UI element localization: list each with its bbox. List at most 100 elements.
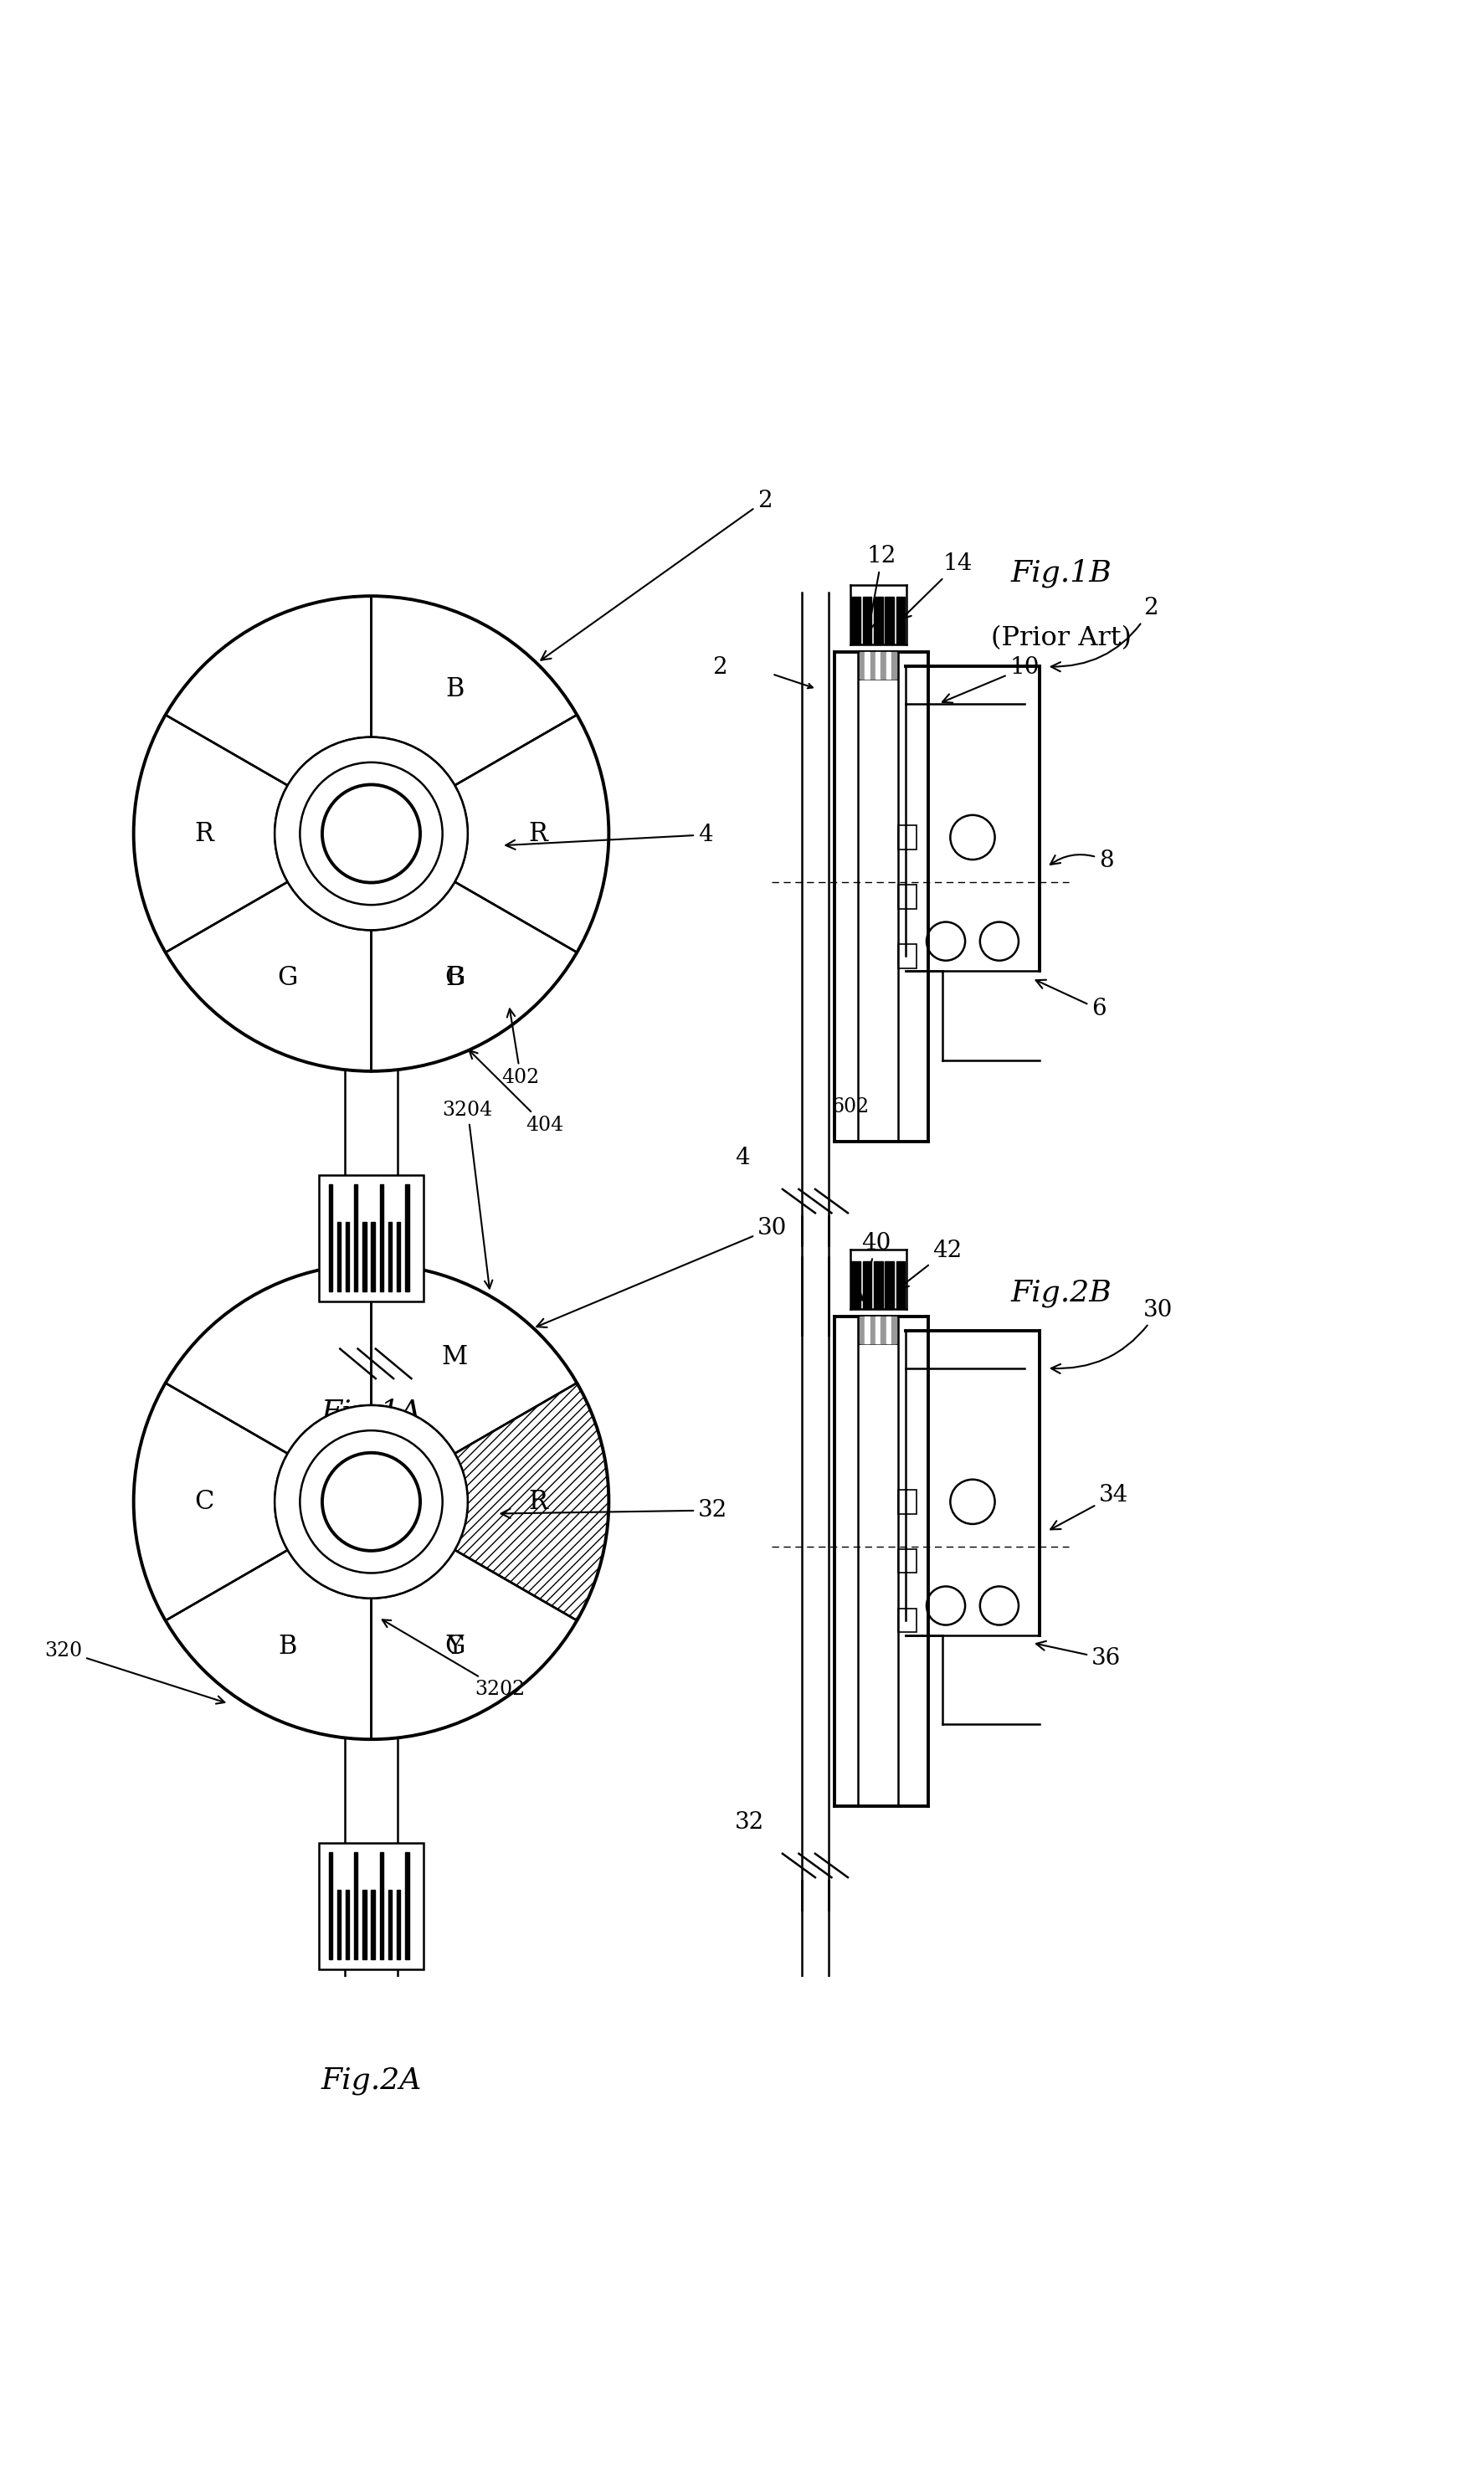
Bar (898, 1610, 916, 1632)
Circle shape (300, 1430, 442, 1573)
Wedge shape (165, 1551, 371, 1738)
Wedge shape (165, 595, 371, 785)
Text: Y: Y (447, 1634, 463, 1659)
Text: (Prior Art): (Prior Art) (991, 625, 1131, 652)
Polygon shape (862, 1262, 871, 1309)
Text: 404: 404 (469, 1049, 564, 1136)
Circle shape (275, 738, 467, 931)
Text: 36: 36 (1036, 1642, 1120, 1669)
Polygon shape (387, 1889, 392, 1960)
Text: Fig.1A: Fig.1A (321, 1397, 421, 1427)
Text: 12: 12 (865, 546, 896, 632)
Wedge shape (134, 1383, 288, 1620)
Text: M: M (441, 1343, 467, 1370)
Polygon shape (387, 1222, 392, 1291)
Polygon shape (859, 652, 864, 679)
Bar (898, 884, 916, 909)
Text: B: B (445, 677, 464, 701)
Polygon shape (873, 597, 881, 644)
Polygon shape (880, 652, 884, 679)
Polygon shape (380, 1185, 383, 1291)
Polygon shape (880, 1316, 884, 1343)
Text: G: G (444, 965, 464, 990)
Wedge shape (165, 1264, 371, 1454)
Text: 30: 30 (536, 1217, 787, 1328)
Text: 2: 2 (1051, 597, 1158, 672)
Text: 30: 30 (1051, 1299, 1172, 1373)
Text: 32: 32 (500, 1499, 727, 1521)
Polygon shape (865, 652, 870, 679)
Polygon shape (396, 1222, 401, 1291)
Polygon shape (859, 1316, 864, 1343)
Text: 2: 2 (712, 657, 727, 679)
Circle shape (979, 1588, 1018, 1625)
Text: R: R (528, 820, 548, 847)
Text: B: B (278, 1634, 297, 1659)
Wedge shape (165, 881, 371, 1072)
Circle shape (300, 763, 442, 904)
Polygon shape (884, 1262, 893, 1309)
Polygon shape (876, 1316, 880, 1343)
Polygon shape (870, 652, 874, 679)
Polygon shape (328, 1185, 332, 1291)
Text: 3204: 3204 (442, 1101, 493, 1289)
Text: 14: 14 (901, 553, 972, 620)
Bar (898, 943, 916, 968)
Polygon shape (873, 1262, 881, 1309)
Text: 34: 34 (1051, 1484, 1128, 1528)
Polygon shape (886, 1316, 890, 1343)
Wedge shape (371, 1264, 577, 1454)
Text: Fig.1B: Fig.1B (1011, 558, 1112, 588)
Text: 602: 602 (831, 1096, 870, 1116)
Text: 32: 32 (735, 1810, 764, 1834)
Text: 8: 8 (1049, 849, 1113, 872)
Text: 320: 320 (45, 1642, 224, 1704)
Text: 6: 6 (1036, 980, 1106, 1020)
Text: Fig.2B: Fig.2B (1011, 1279, 1112, 1309)
Polygon shape (328, 1852, 332, 1960)
Bar (898, 1489, 916, 1513)
Polygon shape (865, 1316, 870, 1343)
Polygon shape (405, 1852, 408, 1960)
Circle shape (926, 1588, 965, 1625)
Text: 2: 2 (540, 489, 772, 659)
Polygon shape (405, 1185, 408, 1291)
Polygon shape (337, 1222, 340, 1291)
Polygon shape (380, 1852, 383, 1960)
Wedge shape (454, 716, 608, 953)
Polygon shape (355, 1185, 358, 1291)
Polygon shape (396, 1889, 401, 1960)
Polygon shape (862, 597, 871, 644)
Polygon shape (852, 597, 861, 644)
Polygon shape (895, 1262, 904, 1309)
Text: 42: 42 (898, 1239, 962, 1289)
Text: (Prior Art): (Prior Art) (301, 1474, 441, 1499)
Polygon shape (371, 1222, 374, 1291)
Circle shape (322, 785, 420, 881)
Polygon shape (355, 1852, 358, 1960)
Polygon shape (870, 1316, 874, 1343)
Polygon shape (890, 1316, 896, 1343)
Polygon shape (337, 1889, 340, 1960)
Circle shape (322, 1452, 420, 1551)
Polygon shape (371, 1889, 374, 1960)
Polygon shape (852, 1262, 861, 1309)
Text: 10: 10 (942, 657, 1039, 704)
Wedge shape (371, 1551, 577, 1738)
Wedge shape (371, 595, 577, 785)
Text: 4: 4 (506, 825, 712, 849)
Circle shape (926, 921, 965, 960)
Text: 4: 4 (735, 1146, 749, 1168)
Polygon shape (346, 1889, 349, 1960)
Polygon shape (346, 1222, 349, 1291)
Bar (319, 1175, 423, 1301)
Text: 40: 40 (859, 1232, 890, 1301)
Text: C: C (194, 1489, 214, 1513)
Circle shape (950, 815, 994, 859)
Circle shape (275, 1405, 467, 1597)
Polygon shape (362, 1889, 367, 1960)
Wedge shape (134, 716, 288, 953)
Text: G: G (444, 1634, 464, 1659)
Polygon shape (362, 1222, 367, 1291)
Polygon shape (876, 652, 880, 679)
